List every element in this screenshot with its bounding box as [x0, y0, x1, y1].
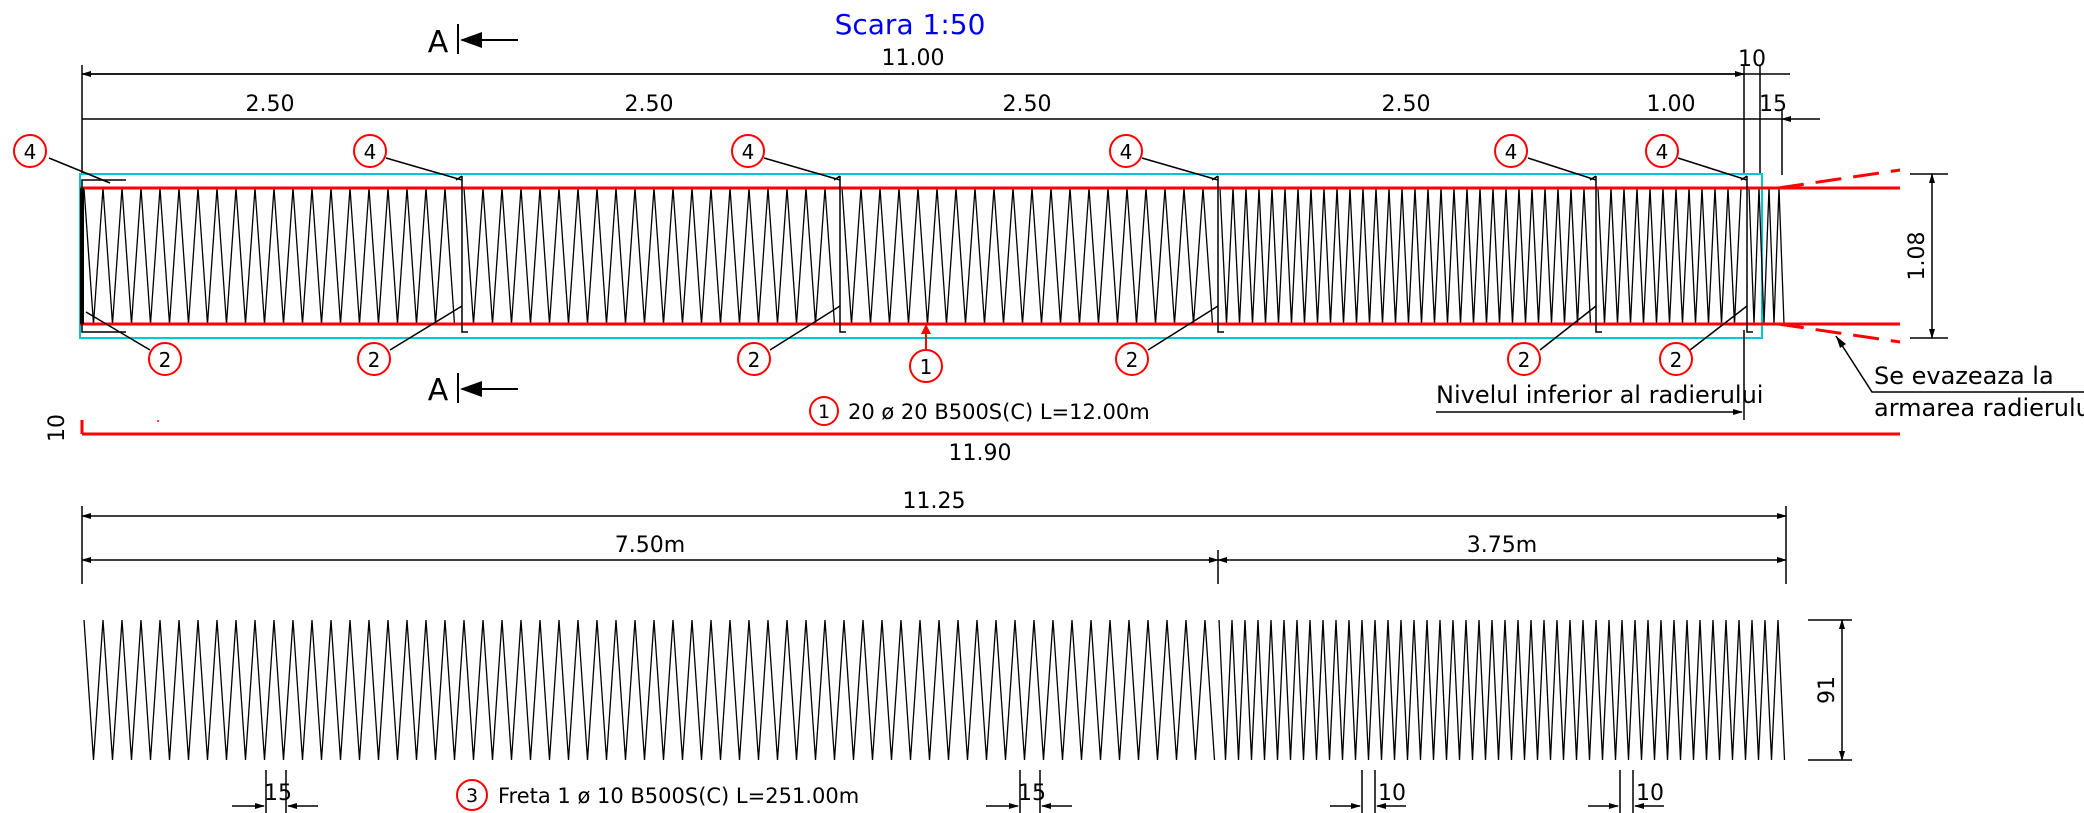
note-nivel: Nivelul inferior al radierului — [1436, 381, 1763, 409]
svg-text:4: 4 — [364, 140, 377, 164]
dim-segment: 2.50 — [625, 92, 674, 117]
spiral-elevation — [83, 187, 1785, 325]
dim-spiral-height: 91 — [1815, 676, 1840, 704]
svg-text:3: 3 — [466, 785, 478, 807]
marker-2: 2 — [1115, 342, 1149, 376]
svg-text:2: 2 — [368, 348, 381, 372]
svg-text:2: 2 — [748, 348, 761, 372]
bar1-length: 11.90 — [949, 441, 1012, 466]
svg-text:4: 4 — [24, 140, 37, 164]
spiral-height-dimension — [1808, 619, 1852, 761]
beam-elevation — [79, 168, 1901, 344]
spacing-label: 10 — [1378, 781, 1406, 806]
spacing-label: 10 — [1636, 781, 1664, 806]
svg-text:A: A — [428, 25, 449, 60]
scale-title: Scara 1:50 — [835, 8, 986, 41]
dim-total-top: 11.00 — [882, 46, 945, 71]
marker-4: 4 — [353, 134, 387, 168]
bar1-shape — [80, 420, 1900, 436]
dim-segment: 1.00 — [1647, 92, 1696, 117]
top-dimension-chain — [81, 65, 1820, 175]
marker-4: 4 — [731, 134, 765, 168]
spacing-dim — [1330, 770, 1406, 813]
spacing-label: 15 — [1018, 781, 1046, 806]
marker-2: 2 — [1659, 342, 1693, 376]
marker-4: 4 — [1109, 134, 1143, 168]
bar1-side-dim: 10 — [45, 414, 70, 442]
dim-segment: 2.50 — [1003, 92, 1052, 117]
dim-segment: 2.50 — [246, 92, 295, 117]
marker-2: 2 — [148, 342, 182, 376]
svg-text:1: 1 — [920, 355, 933, 379]
freta-label: Freta 1 ø 10 B500S(C) L=251.00m — [498, 784, 859, 808]
svg-text:4: 4 — [1656, 140, 1669, 164]
svg-text:4: 4 — [1120, 140, 1133, 164]
marker-2: 2 — [1507, 342, 1541, 376]
dim-height: 1.08 — [1905, 232, 1930, 281]
marker-1: 1 — [809, 396, 839, 426]
svg-text:2: 2 — [159, 348, 172, 372]
dim-part-a: 7.50m — [615, 533, 685, 558]
bar1-label: 20 ø 20 B500S(C) L=12.00m — [848, 400, 1150, 424]
marker-4: 4 — [1645, 134, 1679, 168]
dim-segment: 2.50 — [1382, 92, 1431, 117]
marker-4: 4 — [13, 134, 47, 168]
height-dimension — [1910, 173, 1948, 339]
marker-1: 1 — [909, 349, 943, 383]
marker-2: 2 — [357, 342, 391, 376]
spacing-dim — [232, 770, 318, 813]
note-evazare-line1: Se evazeaza la — [1874, 362, 2054, 390]
note-evazare-line2: armarea radierului — [1874, 394, 2084, 422]
bottom-dimension-chain — [81, 506, 1787, 584]
marker-2: 2 — [737, 342, 771, 376]
rebar-flare-bottom — [1777, 322, 1901, 344]
marker-4: 4 — [1494, 134, 1528, 168]
spacing-dim — [1588, 770, 1664, 813]
dim-total-bottom: 11.25 — [903, 489, 966, 514]
spiral-developed — [83, 619, 1786, 761]
dim-part-b: 3.75m — [1467, 533, 1537, 558]
svg-text:2: 2 — [1518, 348, 1531, 372]
svg-text:2: 2 — [1670, 348, 1683, 372]
svg-text:4: 4 — [1505, 140, 1518, 164]
section-mark-bottom: A — [428, 373, 518, 408]
section-mark-top: A — [428, 24, 518, 60]
svg-text:1: 1 — [818, 401, 830, 423]
marker-3: 3 — [456, 779, 488, 811]
rebar-flare-top — [1777, 168, 1901, 190]
svg-text:A: A — [428, 373, 449, 408]
spacing-label: 15 — [264, 781, 292, 806]
spacing-dim — [986, 770, 1072, 813]
dim-small-b: 15 — [1759, 92, 1787, 117]
svg-text:4: 4 — [742, 140, 755, 164]
dim-small-a: 10 — [1738, 47, 1766, 72]
svg-text:2: 2 — [1126, 348, 1139, 372]
